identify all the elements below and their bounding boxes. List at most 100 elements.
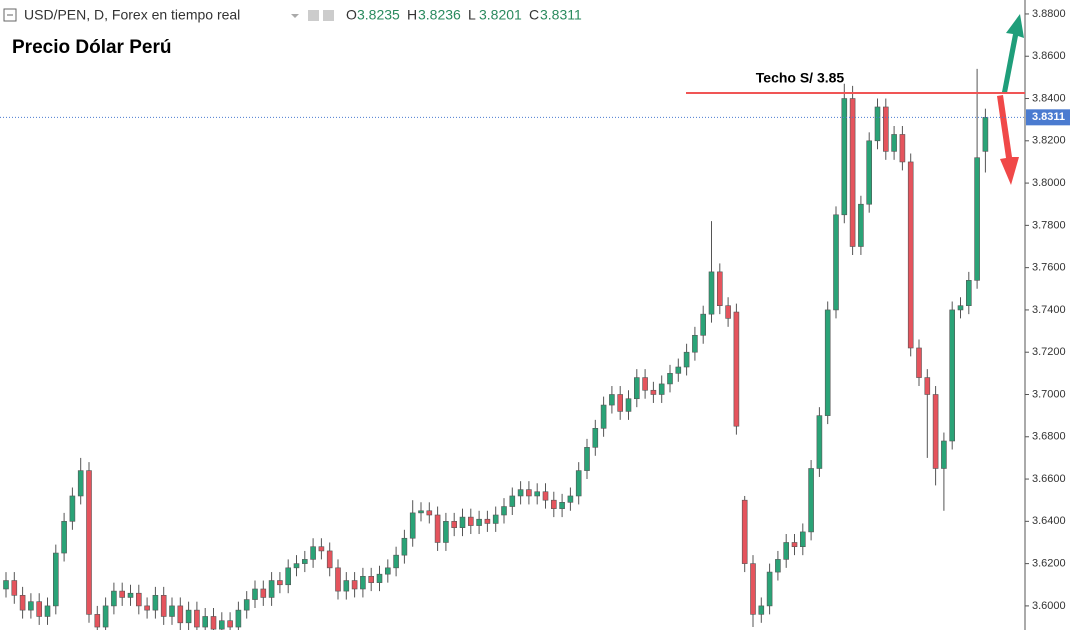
last-price-label: 3.8311 — [1032, 111, 1065, 123]
candle-body — [360, 576, 366, 590]
candle-body — [982, 117, 989, 152]
candle-body — [268, 580, 275, 598]
candle-body — [3, 580, 9, 590]
candle-body — [318, 546, 325, 552]
candle-body — [741, 499, 748, 564]
candle-body — [351, 580, 358, 590]
y-tick-label: 3.7000 — [1032, 388, 1066, 400]
candle-body — [127, 592, 134, 598]
candle-body — [650, 389, 657, 395]
candle-body — [301, 559, 308, 564]
candle-body — [476, 518, 482, 526]
candle-body — [94, 614, 101, 628]
candle-body — [974, 157, 980, 281]
candle-body — [924, 377, 931, 395]
y-tick-label: 3.6800 — [1032, 431, 1066, 443]
candle-body — [310, 546, 316, 560]
candle-body — [235, 609, 242, 628]
candle-body — [609, 394, 615, 406]
candle-body — [617, 394, 624, 412]
candle-body — [484, 518, 491, 524]
candle-body — [692, 334, 698, 353]
candle-body — [393, 554, 399, 569]
ohlc-key: L — [468, 7, 476, 23]
candle-body — [61, 521, 67, 554]
candle-body — [136, 592, 142, 607]
candle-body — [667, 373, 673, 385]
candle-body — [426, 510, 433, 516]
candle-body — [932, 394, 939, 469]
candle-body — [957, 305, 964, 311]
candle-body — [227, 620, 233, 628]
y-tick-label: 3.6400 — [1032, 515, 1066, 527]
candle-body — [949, 309, 956, 442]
candle-body — [866, 140, 873, 205]
candle-body — [285, 567, 292, 586]
candle-body — [841, 98, 848, 216]
candle-body — [526, 489, 532, 497]
candle-body — [409, 512, 416, 539]
candle-body — [824, 309, 831, 416]
ohlc-key: H — [407, 7, 417, 23]
candle-body — [343, 580, 350, 592]
candle-body — [658, 383, 665, 395]
candle-body — [467, 516, 474, 526]
ohlc-value: 3.8201 — [479, 7, 522, 23]
ohlc-key: O — [346, 7, 357, 23]
candle-body — [907, 161, 914, 349]
candle-body — [683, 351, 690, 368]
candle-body — [567, 495, 574, 503]
candle-body — [700, 313, 707, 336]
candle-body — [152, 595, 159, 611]
candle-body — [783, 542, 790, 560]
candle-body — [459, 516, 466, 528]
candle-body — [575, 470, 582, 497]
candle-body — [882, 106, 889, 152]
y-tick-label: 3.8800 — [1032, 8, 1066, 20]
candle-body — [119, 590, 125, 598]
ohlc-key: C — [529, 7, 539, 23]
candle-body — [260, 588, 267, 598]
candle-body — [733, 311, 740, 427]
candle-body — [965, 280, 972, 306]
ohlc-value: 3.8236 — [418, 7, 461, 23]
settings-icon[interactable] — [323, 10, 334, 21]
annotation: Techo S/ 3.85 — [756, 70, 845, 86]
candle-body — [816, 415, 823, 469]
candle-body — [28, 601, 34, 611]
candle-body — [177, 605, 184, 624]
candle-body — [19, 595, 26, 611]
y-tick-label: 3.8000 — [1032, 177, 1066, 189]
eye-icon[interactable] — [308, 10, 319, 21]
candle-body — [766, 571, 773, 607]
candle-body — [434, 514, 441, 543]
candle-body — [799, 531, 806, 548]
candle-body — [368, 576, 375, 583]
y-tick-label: 3.7400 — [1032, 304, 1066, 316]
candle-body — [716, 271, 723, 306]
candle-body — [501, 506, 507, 516]
candle-body — [44, 605, 51, 617]
collapse-icon[interactable] — [3, 8, 17, 22]
dropdown-icon[interactable] — [291, 14, 299, 18]
candle-body — [791, 542, 798, 548]
candle-body — [169, 605, 175, 617]
candle-body — [384, 567, 391, 575]
candle-body — [194, 609, 200, 628]
y-tick-label: 3.7600 — [1032, 262, 1066, 274]
candle-body — [874, 106, 881, 142]
candle-body — [542, 491, 549, 501]
candle-body — [11, 580, 18, 596]
candle-body — [534, 491, 541, 497]
candle-body — [833, 214, 839, 311]
candle-body — [185, 609, 192, 624]
candle-body — [517, 489, 524, 497]
candle-body — [102, 605, 109, 628]
candle-body — [111, 590, 117, 607]
candle-body — [675, 366, 682, 374]
chart-title: Precio Dólar Perú — [12, 37, 171, 58]
candle-body — [86, 470, 92, 615]
candle-body — [633, 377, 640, 400]
candles — [3, 68, 989, 630]
